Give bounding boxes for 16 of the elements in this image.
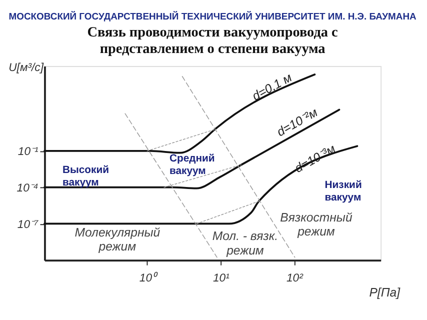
annotation: Средний вакуум bbox=[169, 154, 215, 177]
annotation: Молекулярный режим bbox=[74, 225, 160, 254]
y-tick-label: 10⁻¹ bbox=[18, 146, 39, 158]
chart-title: Связь проводимости вакуумопровода с представлением о степени вакуума bbox=[87, 24, 338, 57]
y-axis-title: U[м³/с] bbox=[8, 62, 44, 74]
y-tick-label: 10⁻⁷ bbox=[17, 218, 40, 231]
annotation: Вязкостный режим bbox=[280, 210, 352, 239]
annotation: Низкий вакуум bbox=[324, 180, 362, 204]
x-tick-label: 10⁰ bbox=[139, 271, 158, 284]
y-tick-label: 10⁻⁴ bbox=[16, 182, 38, 195]
text: МОСКОВСКИЙ ГОСУДАРСТВЕННЫЙ ТЕХНИЧЕСКИЙ УНИВЕРСИТЕТ ИМ. Н.Э. БАУМАНА bbox=[8, 10, 417, 23]
annotation: Мол. - вязк. режим bbox=[212, 229, 278, 258]
annotation: Высокий вакуум bbox=[62, 165, 110, 188]
x-axis-title: P[Па] bbox=[369, 286, 401, 300]
x-tick-label: 10² bbox=[286, 272, 304, 284]
x-tick-label: 10¹ bbox=[212, 272, 230, 284]
